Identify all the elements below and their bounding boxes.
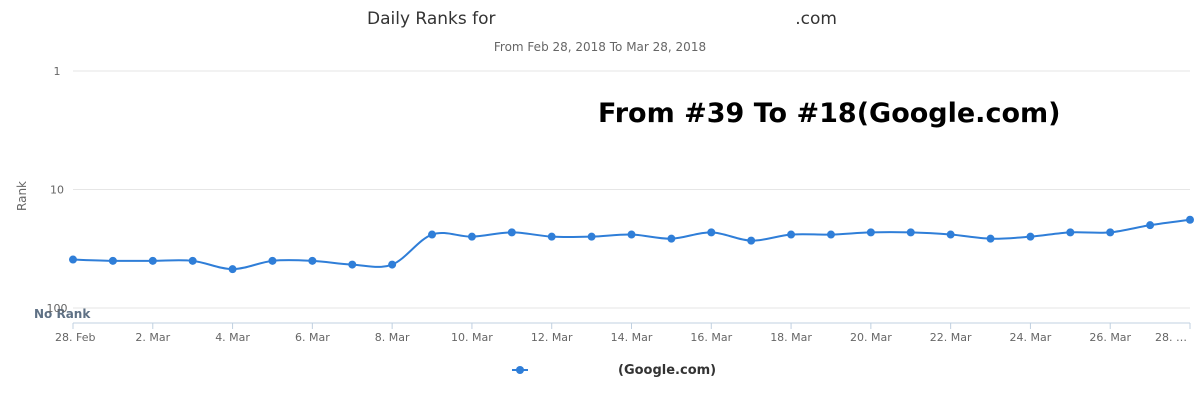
x-tick-label: 10. Mar — [451, 331, 493, 344]
x-tick-label: 12. Mar — [531, 331, 573, 344]
x-tick-label: 14. Mar — [611, 331, 653, 344]
x-tick-label: 6. Mar — [295, 331, 330, 344]
x-tick-label: 4. Mar — [215, 331, 250, 344]
data-point[interactable] — [866, 228, 875, 237]
data-point[interactable] — [69, 255, 77, 264]
series-group — [69, 215, 1194, 274]
data-point[interactable] — [507, 228, 516, 237]
x-tick-label: 28. Feb — [55, 331, 95, 344]
x-tick-label: 22. Mar — [930, 331, 972, 344]
data-point[interactable] — [747, 236, 756, 245]
chart-subtitle: From Feb 28, 2018 To Mar 28, 2018 — [494, 40, 706, 54]
data-point[interactable] — [667, 234, 676, 243]
chart-title-suffix: .com — [795, 9, 837, 29]
legend-marker-swatch — [516, 366, 524, 374]
data-point[interactable] — [707, 228, 716, 237]
x-tick-label: 28. … — [1155, 331, 1187, 344]
data-point[interactable] — [268, 256, 277, 265]
grid — [73, 70, 1190, 309]
x-tick-label: 16. Mar — [690, 331, 732, 344]
data-point[interactable] — [946, 230, 955, 239]
data-point[interactable] — [826, 230, 835, 239]
data-point[interactable] — [1026, 232, 1035, 241]
y-axis: Rank No Rank 1 10 100 — [15, 65, 91, 321]
data-point[interactable] — [148, 256, 157, 265]
legend-item-label[interactable]: (Google.com) — [618, 363, 716, 378]
data-point[interactable] — [108, 256, 117, 265]
data-point[interactable] — [1186, 215, 1194, 224]
data-point[interactable] — [467, 232, 476, 241]
x-tick-label: 26. Mar — [1089, 331, 1131, 344]
data-point[interactable] — [547, 232, 556, 241]
y-tick-label: 1 — [54, 65, 61, 78]
x-axis: 28. Feb 2. Mar 4. Mar 6. Mar 8. Mar 10. Mar 12… — [55, 322, 1191, 344]
no-rank-label: No Rank — [34, 307, 91, 321]
data-point[interactable] — [787, 230, 796, 239]
y-tick-label: 10 — [50, 184, 64, 197]
data-point[interactable] — [1066, 228, 1075, 237]
y-tick-label: 100 — [47, 302, 68, 315]
data-point[interactable] — [308, 256, 317, 265]
chart-title: Daily Ranks for — [367, 9, 496, 29]
data-point[interactable] — [627, 230, 636, 239]
series-line — [72, 218, 1191, 271]
data-point[interactable] — [188, 256, 197, 265]
legend[interactable]: (Google.com) — [512, 363, 716, 378]
rank-change-annotation: From #39 To #18(Google.com) — [598, 98, 1060, 129]
data-point[interactable] — [587, 232, 596, 241]
data-point[interactable] — [228, 265, 237, 274]
x-tick-label: 18. Mar — [770, 331, 812, 344]
x-tick-label: 2. Mar — [135, 331, 170, 344]
x-tick-label: 8. Mar — [375, 331, 410, 344]
data-point[interactable] — [906, 228, 915, 237]
x-tick-label: 24. Mar — [1010, 331, 1052, 344]
data-point[interactable] — [986, 234, 995, 243]
data-point[interactable] — [428, 230, 437, 239]
data-point[interactable] — [388, 260, 397, 269]
x-tick-label: 20. Mar — [850, 331, 892, 344]
data-point[interactable] — [348, 260, 357, 269]
data-point[interactable] — [1146, 221, 1155, 230]
y-axis-title: Rank — [15, 181, 29, 211]
data-point[interactable] — [1106, 228, 1115, 237]
